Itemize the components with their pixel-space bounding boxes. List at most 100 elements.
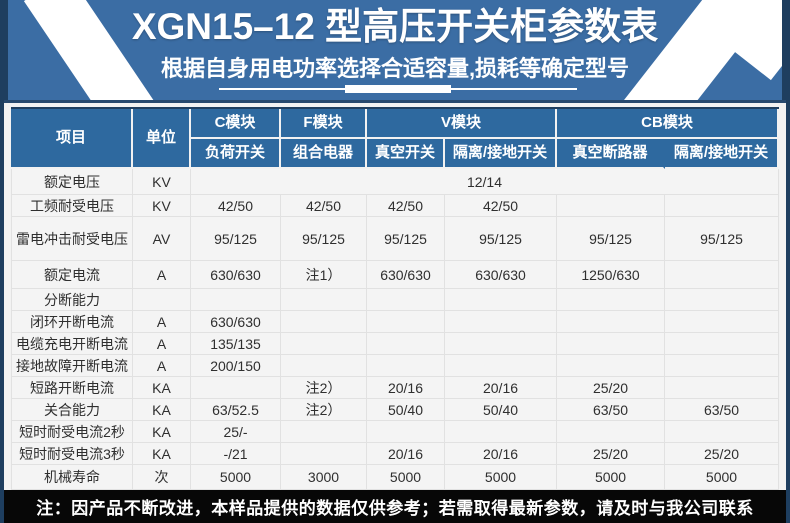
col-header-vacuum-switch: 真空开关 xyxy=(367,139,445,169)
row-label: 雷电冲击耐受电压 xyxy=(11,217,133,261)
row-unit xyxy=(133,289,191,311)
row-value xyxy=(557,311,666,333)
row-value: 20/16 xyxy=(445,443,558,465)
row-value: 1250/630 xyxy=(557,261,666,289)
page-title: XGN15–12 型高压开关柜参数表 xyxy=(131,6,659,47)
banner-left-edge xyxy=(4,0,8,100)
table-row: 机械寿命次 5000 3000 5000 5000 5000 5000 xyxy=(11,465,779,490)
row-value xyxy=(665,355,779,377)
row-value xyxy=(445,311,558,333)
row-value xyxy=(191,377,281,399)
row-value xyxy=(665,377,779,399)
row-unit: A xyxy=(133,311,191,333)
row-label: 分断能力 xyxy=(11,289,133,311)
row-value xyxy=(557,421,666,443)
col-header-cb-isolating-earthing-switch: 隔离/接地开关 xyxy=(665,139,779,169)
row-value: 20/16 xyxy=(367,443,445,465)
row-value: 注1） xyxy=(281,261,367,289)
row-value xyxy=(665,421,779,443)
row-value: 630/630 xyxy=(445,261,558,289)
row-value xyxy=(445,421,558,443)
row-value: 5000 xyxy=(367,465,445,490)
row-merged-value: 12/14 xyxy=(191,169,779,195)
row-value xyxy=(557,355,666,377)
row-value xyxy=(367,289,445,311)
row-value xyxy=(557,195,666,217)
row-value xyxy=(191,289,281,311)
row-value: 25/20 xyxy=(557,377,666,399)
parameter-table-wrapper: 项目 单位 C模块 F模块 V模块 CB模块 负荷开关 组合电器 真空开关 隔离… xyxy=(4,103,786,490)
table-row: 关合能力 KA 63/52.5 注2） 50/40 50/40 63/50 63/50 xyxy=(11,399,779,421)
row-value: 95/125 xyxy=(367,217,445,261)
table-row: 短时耐受电流3秒 KA -/21 20/16 20/16 25/20 25/20 xyxy=(11,443,779,465)
row-value xyxy=(665,261,779,289)
table-row: 短时耐受电流2秒 KA 25/- xyxy=(11,421,779,443)
row-value: 42/50 xyxy=(367,195,445,217)
row-value: 630/630 xyxy=(191,261,281,289)
row-value: 95/125 xyxy=(281,217,367,261)
row-value: 20/16 xyxy=(367,377,445,399)
row-value: 95/125 xyxy=(557,217,666,261)
row-value xyxy=(367,421,445,443)
row-value: 63/50 xyxy=(665,399,779,421)
row-value xyxy=(281,289,367,311)
row-value: 5000 xyxy=(665,465,779,490)
row-value: 3000 xyxy=(281,465,367,490)
row-value: 25/20 xyxy=(665,443,779,465)
row-value: 50/40 xyxy=(445,399,558,421)
row-value xyxy=(557,333,666,355)
row-unit: KV xyxy=(133,169,191,195)
row-unit: KA xyxy=(133,421,191,443)
row-label: 接地故障开断电流 xyxy=(11,355,133,377)
table-row: 雷电冲击耐受电压 AV 95/125 95/125 95/125 95/125 95/125… xyxy=(11,217,779,261)
row-value xyxy=(445,355,558,377)
table-row: 接地故障开断电流 A 200/150 xyxy=(11,355,779,377)
table-row: 分断能力 xyxy=(11,289,779,311)
row-value: 20/16 xyxy=(445,377,558,399)
row-value xyxy=(281,421,367,443)
row-value: 200/150 xyxy=(191,355,281,377)
col-header-v-isolating-earthing-switch: 隔离/接地开关 xyxy=(445,139,558,169)
row-label: 短路开断电流 xyxy=(11,377,133,399)
row-label: 额定电压 xyxy=(11,169,133,195)
row-label: 机械寿命 xyxy=(11,465,133,490)
footer-note-bar: 注：因产品不断改进，本样品提供的数据仅供参考；若需取得最新参数，请及时与我公司联… xyxy=(4,490,786,523)
row-value: 注2） xyxy=(281,377,367,399)
col-header-unit: 单位 xyxy=(133,109,191,169)
row-value: 25/20 xyxy=(557,443,666,465)
row-label: 关合能力 xyxy=(11,399,133,421)
row-value: 42/50 xyxy=(281,195,367,217)
col-header-vacuum-circuit-breaker: 真空断路器 xyxy=(557,139,666,169)
row-value xyxy=(557,289,666,311)
row-value: 630/630 xyxy=(191,311,281,333)
col-header-load-switch: 负荷开关 xyxy=(191,139,281,169)
parameter-table: 项目 单位 C模块 F模块 V模块 CB模块 负荷开关 组合电器 真空开关 隔离… xyxy=(11,107,779,490)
col-group-f-module: F模块 xyxy=(281,109,367,139)
row-value: 63/52.5 xyxy=(191,399,281,421)
row-unit: KA xyxy=(133,443,191,465)
row-value xyxy=(445,289,558,311)
row-label: 电缆充电开断电流 xyxy=(11,333,133,355)
row-value xyxy=(367,355,445,377)
row-value: 63/50 xyxy=(557,399,666,421)
row-value: -/21 xyxy=(191,443,281,465)
row-value: 25/- xyxy=(191,421,281,443)
row-value: 50/40 xyxy=(367,399,445,421)
header-row-subgroups: 负荷开关 组合电器 真空开关 隔离/接地开关 真空断路器 隔离/接地开关 xyxy=(11,139,779,169)
row-value xyxy=(281,311,367,333)
row-value xyxy=(665,333,779,355)
row-value xyxy=(281,355,367,377)
row-label: 闭环开断电流 xyxy=(11,311,133,333)
row-unit: KA xyxy=(133,399,191,421)
row-unit: AV xyxy=(133,217,191,261)
row-value xyxy=(665,195,779,217)
row-unit: KA xyxy=(133,377,191,399)
row-value: 注2） xyxy=(281,399,367,421)
table-row: 额定电压 KV 12/14 xyxy=(11,169,779,195)
footer-note-text: 注：因产品不断改进，本样品提供的数据仅供参考；若需取得最新参数，请及时与我公司联… xyxy=(36,499,754,518)
content-area: XGN15–12 型高压开关柜参数表 根据自身用电功率选择合适容量,损耗等确定型… xyxy=(4,0,786,523)
row-value: 630/630 xyxy=(367,261,445,289)
row-value xyxy=(367,333,445,355)
row-label: 短时耐受电流3秒 xyxy=(11,443,133,465)
